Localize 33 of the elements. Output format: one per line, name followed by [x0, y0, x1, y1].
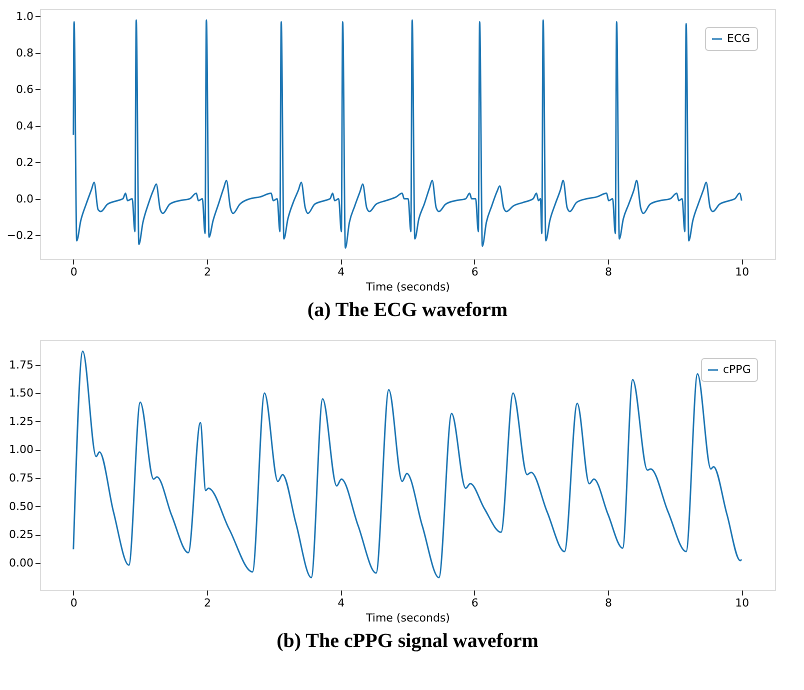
y-tick-label: 0.8 [16, 46, 34, 60]
x-tick-label: 4 [338, 596, 345, 610]
x-tick-label: 6 [471, 266, 478, 278]
x-tick-label: 8 [604, 596, 612, 610]
x-tick-label: 6 [471, 596, 478, 610]
y-tick-label: 0.25 [9, 528, 34, 542]
y-tick-label: −0.2 [6, 228, 34, 242]
y-tick-label: 0.0 [16, 192, 34, 206]
y-tick-label: 0.4 [16, 119, 34, 132]
x-tick-label: 8 [604, 266, 612, 278]
y-tick-label: 0.00 [9, 556, 34, 570]
x-tick-label: 2 [204, 596, 212, 610]
x-tick-label: 10 [735, 596, 750, 610]
x-tick-label: 0 [70, 266, 78, 278]
text: (a) The ECG waveform [307, 299, 508, 321]
x-tick-label: 2 [204, 266, 212, 278]
y-tick-label: 1.25 [9, 414, 34, 428]
y-tick-label: 0.75 [9, 472, 34, 485]
y-tick-label: 1.50 [9, 386, 34, 400]
y-tick-label: 1.0 [16, 10, 34, 23]
y-tick-label: 0.6 [16, 82, 34, 96]
legend-label: cPPG [723, 363, 751, 376]
y-tick-label: 0.50 [9, 500, 34, 513]
x-tick-label: 10 [735, 266, 750, 278]
text: (b) The cPPG signal waveform [276, 630, 539, 652]
x-axis-title: Time (seconds) [365, 280, 450, 294]
x-tick-label: 4 [338, 266, 345, 278]
x-tick-label: 0 [70, 596, 78, 610]
y-tick-label: 1.00 [9, 443, 34, 456]
y-tick-label: 0.2 [16, 156, 34, 169]
legend-label: ECG [727, 32, 750, 45]
y-tick-label: 1.75 [9, 358, 34, 372]
x-axis-title: Time (seconds) [365, 612, 450, 624]
